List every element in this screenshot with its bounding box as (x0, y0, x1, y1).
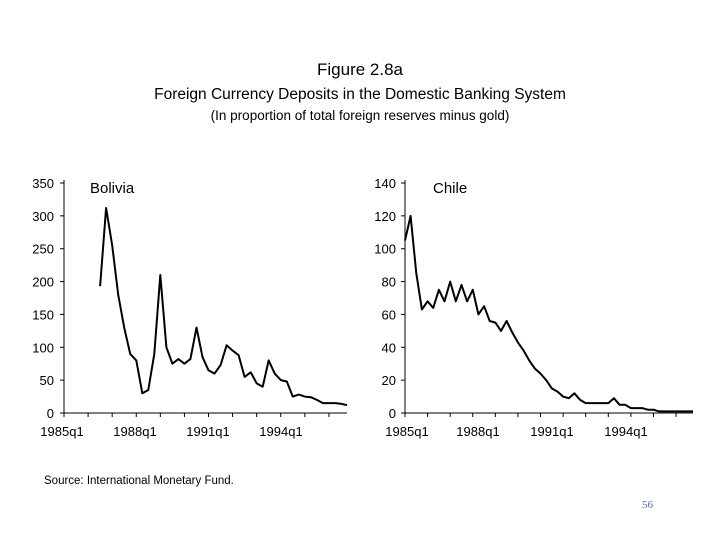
chile-x-tick-label: 1994q1 (604, 424, 647, 439)
chile-x-tick-label: 1991q1 (530, 424, 573, 439)
chile-x-tick-label: 1985q1 (385, 424, 428, 439)
chile-y-tick-label: 20 (382, 373, 396, 388)
chile-y-tick-label: 60 (382, 307, 396, 322)
bolivia-y-tick-label: 50 (40, 373, 54, 388)
bolivia-x-tick-label: 1985q1 (40, 424, 83, 439)
chile-chart: 0 20 40 60 80 100 120 140 1985q1 1988q1 1991q1 1994… (374, 176, 693, 439)
bolivia-chart: 0 50 100 150 200 250 300 350 1985q1 1988q1 1991q1 1… (32, 176, 348, 439)
source-note: Source: International Monetary Fund. (44, 475, 234, 487)
chile-series-line (404, 214, 693, 413)
bolivia-y-tick-label: 350 (32, 176, 54, 191)
chile-x-tick-label: 1988q1 (456, 424, 499, 439)
chile-y-tick-label: 40 (382, 340, 396, 355)
chile-y-tick-label: 80 (382, 275, 396, 290)
figure-subtitle: Foreign Currency Deposits in the Domesti… (154, 86, 566, 103)
bolivia-x-tick-label: 1988q1 (113, 424, 156, 439)
page-number: 56 (642, 499, 653, 511)
chile-y-tick-label: 140 (374, 176, 396, 191)
bolivia-y-tick-label: 150 (32, 307, 54, 322)
figure-title: Figure 2.8a (317, 60, 403, 79)
chile-series-name: Chile (433, 180, 467, 197)
bolivia-x-tick-label: 1994q1 (259, 424, 302, 439)
figure-note: (In proportion of total foreign reserves… (210, 108, 510, 123)
bolivia-y-tick-label: 200 (32, 275, 54, 290)
chile-y-tick-label: 120 (374, 209, 396, 224)
bolivia-y-tick-label: 300 (32, 209, 54, 224)
bolivia-y-tick-label: 100 (32, 340, 54, 355)
chile-y-tick-label: 0 (389, 406, 396, 421)
bolivia-series-line (99, 207, 348, 407)
chile-y-tick-label: 100 (374, 242, 396, 257)
bolivia-x-tick-label: 1991q1 (186, 424, 229, 439)
bolivia-y-tick-label: 250 (32, 242, 54, 257)
bolivia-y-tick-label: 0 (47, 406, 54, 421)
bolivia-series-name: Bolivia (90, 180, 135, 197)
